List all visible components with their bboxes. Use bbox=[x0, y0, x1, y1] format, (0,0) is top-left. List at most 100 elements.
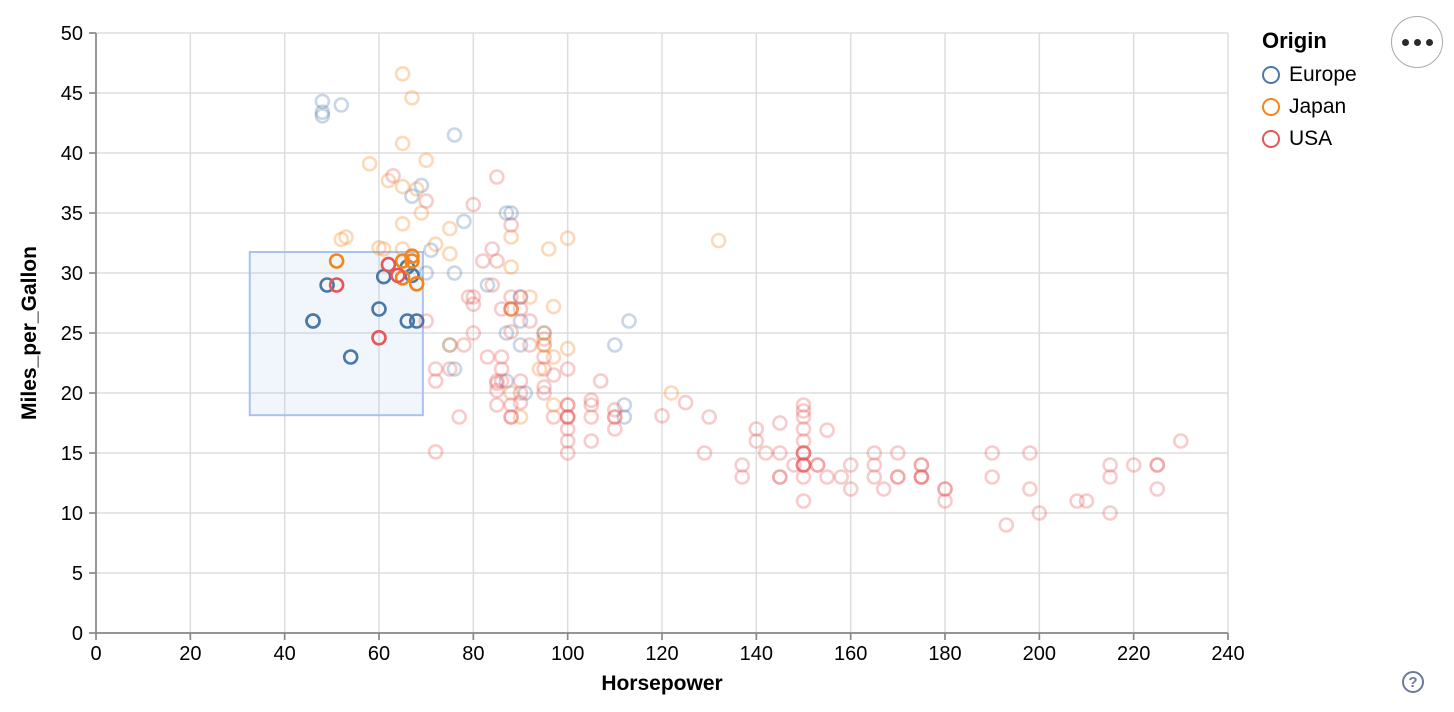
data-point bbox=[536, 337, 552, 353]
data-point bbox=[489, 397, 505, 413]
data-point bbox=[503, 259, 519, 275]
data-point bbox=[701, 409, 718, 425]
data-point bbox=[498, 373, 515, 389]
data-point bbox=[465, 325, 482, 341]
data-point bbox=[734, 457, 751, 473]
x-tick-label: 80 bbox=[462, 643, 484, 665]
data-point bbox=[795, 409, 812, 425]
legend-label: Europe bbox=[1289, 63, 1357, 86]
data-point bbox=[842, 457, 859, 473]
data-point bbox=[418, 193, 435, 209]
data-point bbox=[913, 457, 930, 473]
data-point bbox=[522, 337, 538, 353]
points-layer bbox=[305, 66, 1189, 533]
data-point bbox=[772, 469, 788, 485]
data-point bbox=[456, 213, 472, 230]
data-point bbox=[913, 469, 930, 485]
data-point bbox=[616, 397, 633, 413]
data-point bbox=[795, 445, 812, 461]
data-point bbox=[489, 169, 505, 185]
x-tick-label: 0 bbox=[90, 643, 101, 665]
data-point bbox=[328, 253, 345, 269]
data-point bbox=[606, 409, 623, 425]
data-point bbox=[394, 178, 411, 195]
data-point bbox=[536, 337, 552, 353]
data-point bbox=[517, 385, 534, 401]
data-point bbox=[408, 181, 425, 197]
data-point bbox=[913, 469, 930, 485]
data-point bbox=[512, 373, 529, 389]
data-point bbox=[1173, 433, 1189, 449]
legend-label: USA bbox=[1289, 127, 1333, 150]
data-point bbox=[489, 375, 505, 392]
y-tick-label: 30 bbox=[61, 263, 83, 285]
data-point bbox=[889, 469, 906, 485]
data-point bbox=[465, 196, 482, 213]
data-point bbox=[314, 108, 331, 124]
data-point bbox=[493, 301, 510, 317]
data-point bbox=[305, 313, 321, 329]
data-point bbox=[795, 457, 812, 473]
data-point bbox=[536, 361, 552, 377]
data-point bbox=[408, 313, 425, 329]
data-point bbox=[465, 296, 482, 313]
data-point bbox=[809, 457, 826, 473]
data-point bbox=[1022, 481, 1038, 497]
data-point bbox=[489, 373, 505, 389]
data-point bbox=[710, 232, 727, 249]
data-point bbox=[559, 433, 576, 449]
legend-item-japan: Japan bbox=[1262, 96, 1357, 117]
data-point bbox=[465, 289, 482, 305]
data-point bbox=[772, 445, 788, 461]
data-point bbox=[361, 156, 378, 172]
more-options-button[interactable] bbox=[1391, 16, 1443, 68]
y-tick-label: 50 bbox=[61, 23, 83, 45]
data-point bbox=[913, 457, 930, 473]
data-point bbox=[512, 289, 529, 305]
data-point bbox=[809, 457, 826, 473]
data-point bbox=[984, 469, 1001, 485]
ellipsis-icon bbox=[1401, 38, 1433, 46]
data-point bbox=[512, 313, 529, 329]
data-point bbox=[1149, 457, 1166, 473]
data-point bbox=[757, 445, 774, 461]
data-point bbox=[592, 373, 609, 389]
x-tick-label: 240 bbox=[1211, 643, 1244, 665]
question-mark-icon: ? bbox=[1408, 673, 1418, 691]
x-tick-label: 180 bbox=[928, 643, 961, 665]
data-point bbox=[696, 445, 713, 461]
data-point bbox=[371, 329, 387, 346]
data-point bbox=[663, 385, 680, 401]
data-point bbox=[559, 409, 576, 425]
data-point bbox=[734, 469, 751, 485]
data-point bbox=[451, 409, 468, 425]
data-point bbox=[772, 469, 788, 485]
y-tick-label: 45 bbox=[61, 83, 83, 105]
japan-point-swatch-icon bbox=[1262, 97, 1280, 116]
data-point bbox=[1031, 505, 1048, 521]
y-tick-label: 20 bbox=[61, 383, 83, 405]
legend-label: Japan bbox=[1289, 95, 1347, 118]
data-point bbox=[559, 397, 576, 413]
data-point bbox=[583, 433, 600, 449]
y-tick-label: 10 bbox=[61, 503, 83, 525]
data-point bbox=[654, 407, 670, 424]
y-tick-label: 25 bbox=[61, 323, 83, 345]
data-point bbox=[314, 104, 331, 120]
data-point bbox=[503, 205, 519, 221]
data-point bbox=[1149, 481, 1166, 497]
y-tick-label: 40 bbox=[61, 143, 83, 165]
data-point bbox=[427, 361, 444, 377]
data-point bbox=[795, 445, 812, 461]
help-button[interactable]: ? bbox=[1402, 671, 1424, 693]
data-point bbox=[503, 289, 519, 305]
data-point bbox=[319, 277, 335, 293]
data-point bbox=[441, 220, 458, 237]
data-point bbox=[404, 188, 420, 204]
data-point bbox=[418, 313, 435, 329]
data-point bbox=[559, 445, 576, 461]
data-point bbox=[748, 421, 765, 437]
data-point bbox=[866, 445, 883, 461]
